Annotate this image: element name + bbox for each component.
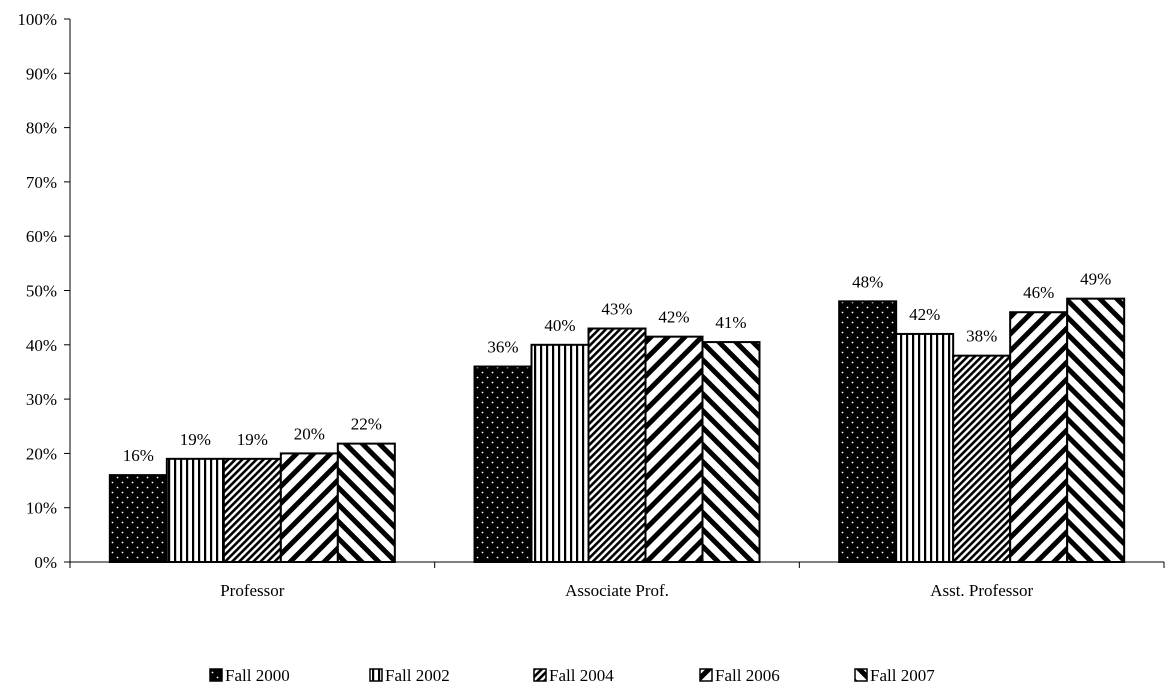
legend-label: Fall 2002 <box>385 666 450 685</box>
bar-fall-2006-asst-professor <box>1009 311 1069 563</box>
bar-fall-2006-professor <box>279 452 339 563</box>
data-label: 20% <box>294 424 325 443</box>
bars <box>108 297 1126 564</box>
legend-label: Fall 2004 <box>549 666 614 685</box>
bar-fall-2002-professor <box>165 457 225 563</box>
bar-fall-2004-asst-professor <box>952 354 1012 563</box>
y-tick-label: 30% <box>26 390 57 409</box>
data-label: 38% <box>966 327 997 346</box>
y-tick-label: 20% <box>26 444 57 463</box>
data-label: 16% <box>123 446 154 465</box>
legend-swatch <box>369 668 383 682</box>
x-tick-label: Professor <box>220 581 285 600</box>
y-tick-label: 60% <box>26 227 57 246</box>
bar-fall-2004-professor <box>222 457 282 563</box>
bar-fall-2002-associate-prof <box>530 343 590 563</box>
data-label: 36% <box>487 338 518 357</box>
y-tick-label: 70% <box>26 173 57 192</box>
legend-swatch <box>533 668 547 682</box>
y-tick-label: 50% <box>26 282 57 301</box>
legend-swatch <box>854 668 868 682</box>
bar-fall-2002-asst-professor <box>895 332 955 563</box>
data-label: 41% <box>715 313 746 332</box>
y-tick-label: 80% <box>26 119 57 138</box>
data-label: 42% <box>909 305 940 324</box>
data-label: 19% <box>180 430 211 449</box>
bar-fall-2007-associate-prof <box>701 341 761 563</box>
bar-fall-2006-associate-prof <box>644 335 704 563</box>
data-labels: 16% 36% 48% 19% 40% 42% 19% 43% 38% 20% 42% 46% 22% 4… <box>123 270 1112 465</box>
y-tick-label: 40% <box>26 336 57 355</box>
x-tick-label: Associate Prof. <box>565 581 669 600</box>
y-tick-label: 100% <box>17 10 57 29</box>
bar-fall-2004-associate-prof <box>587 327 647 564</box>
data-label: 48% <box>852 272 883 291</box>
bar-fall-2007-professor <box>336 442 396 564</box>
data-label: 43% <box>601 300 632 319</box>
data-label: 42% <box>658 308 689 327</box>
legend-label: Fall 2007 <box>870 666 935 685</box>
data-label: 49% <box>1080 270 1111 289</box>
data-label: 19% <box>237 430 268 449</box>
y-tick-label: 0% <box>34 553 57 572</box>
data-label: 40% <box>544 316 575 335</box>
legend-swatch <box>699 668 713 682</box>
data-label: 46% <box>1023 283 1054 302</box>
bar-fall-2007-asst-professor <box>1066 297 1126 563</box>
bar-fall-2000-associate-prof <box>473 365 533 563</box>
y-tick-label: 10% <box>26 499 57 518</box>
bar-fall-2000-asst-professor <box>838 300 898 563</box>
data-label: 22% <box>351 415 382 434</box>
legend-swatch <box>209 668 223 682</box>
legend: Fall 2000 Fall 2002 Fall 2004 Fall 2006 Fall… <box>209 666 935 685</box>
x-tick-label: Asst. Professor <box>930 581 1033 600</box>
axes: 0% 10% 20% 30% 40% 50% 60% 70% 80% 90% 100% Profess… <box>17 10 1165 600</box>
legend-label: Fall 2000 <box>225 666 290 685</box>
y-tick-label: 90% <box>26 64 57 83</box>
legend-label: Fall 2006 <box>715 666 780 685</box>
bar-fall-2000-professor <box>108 474 168 563</box>
